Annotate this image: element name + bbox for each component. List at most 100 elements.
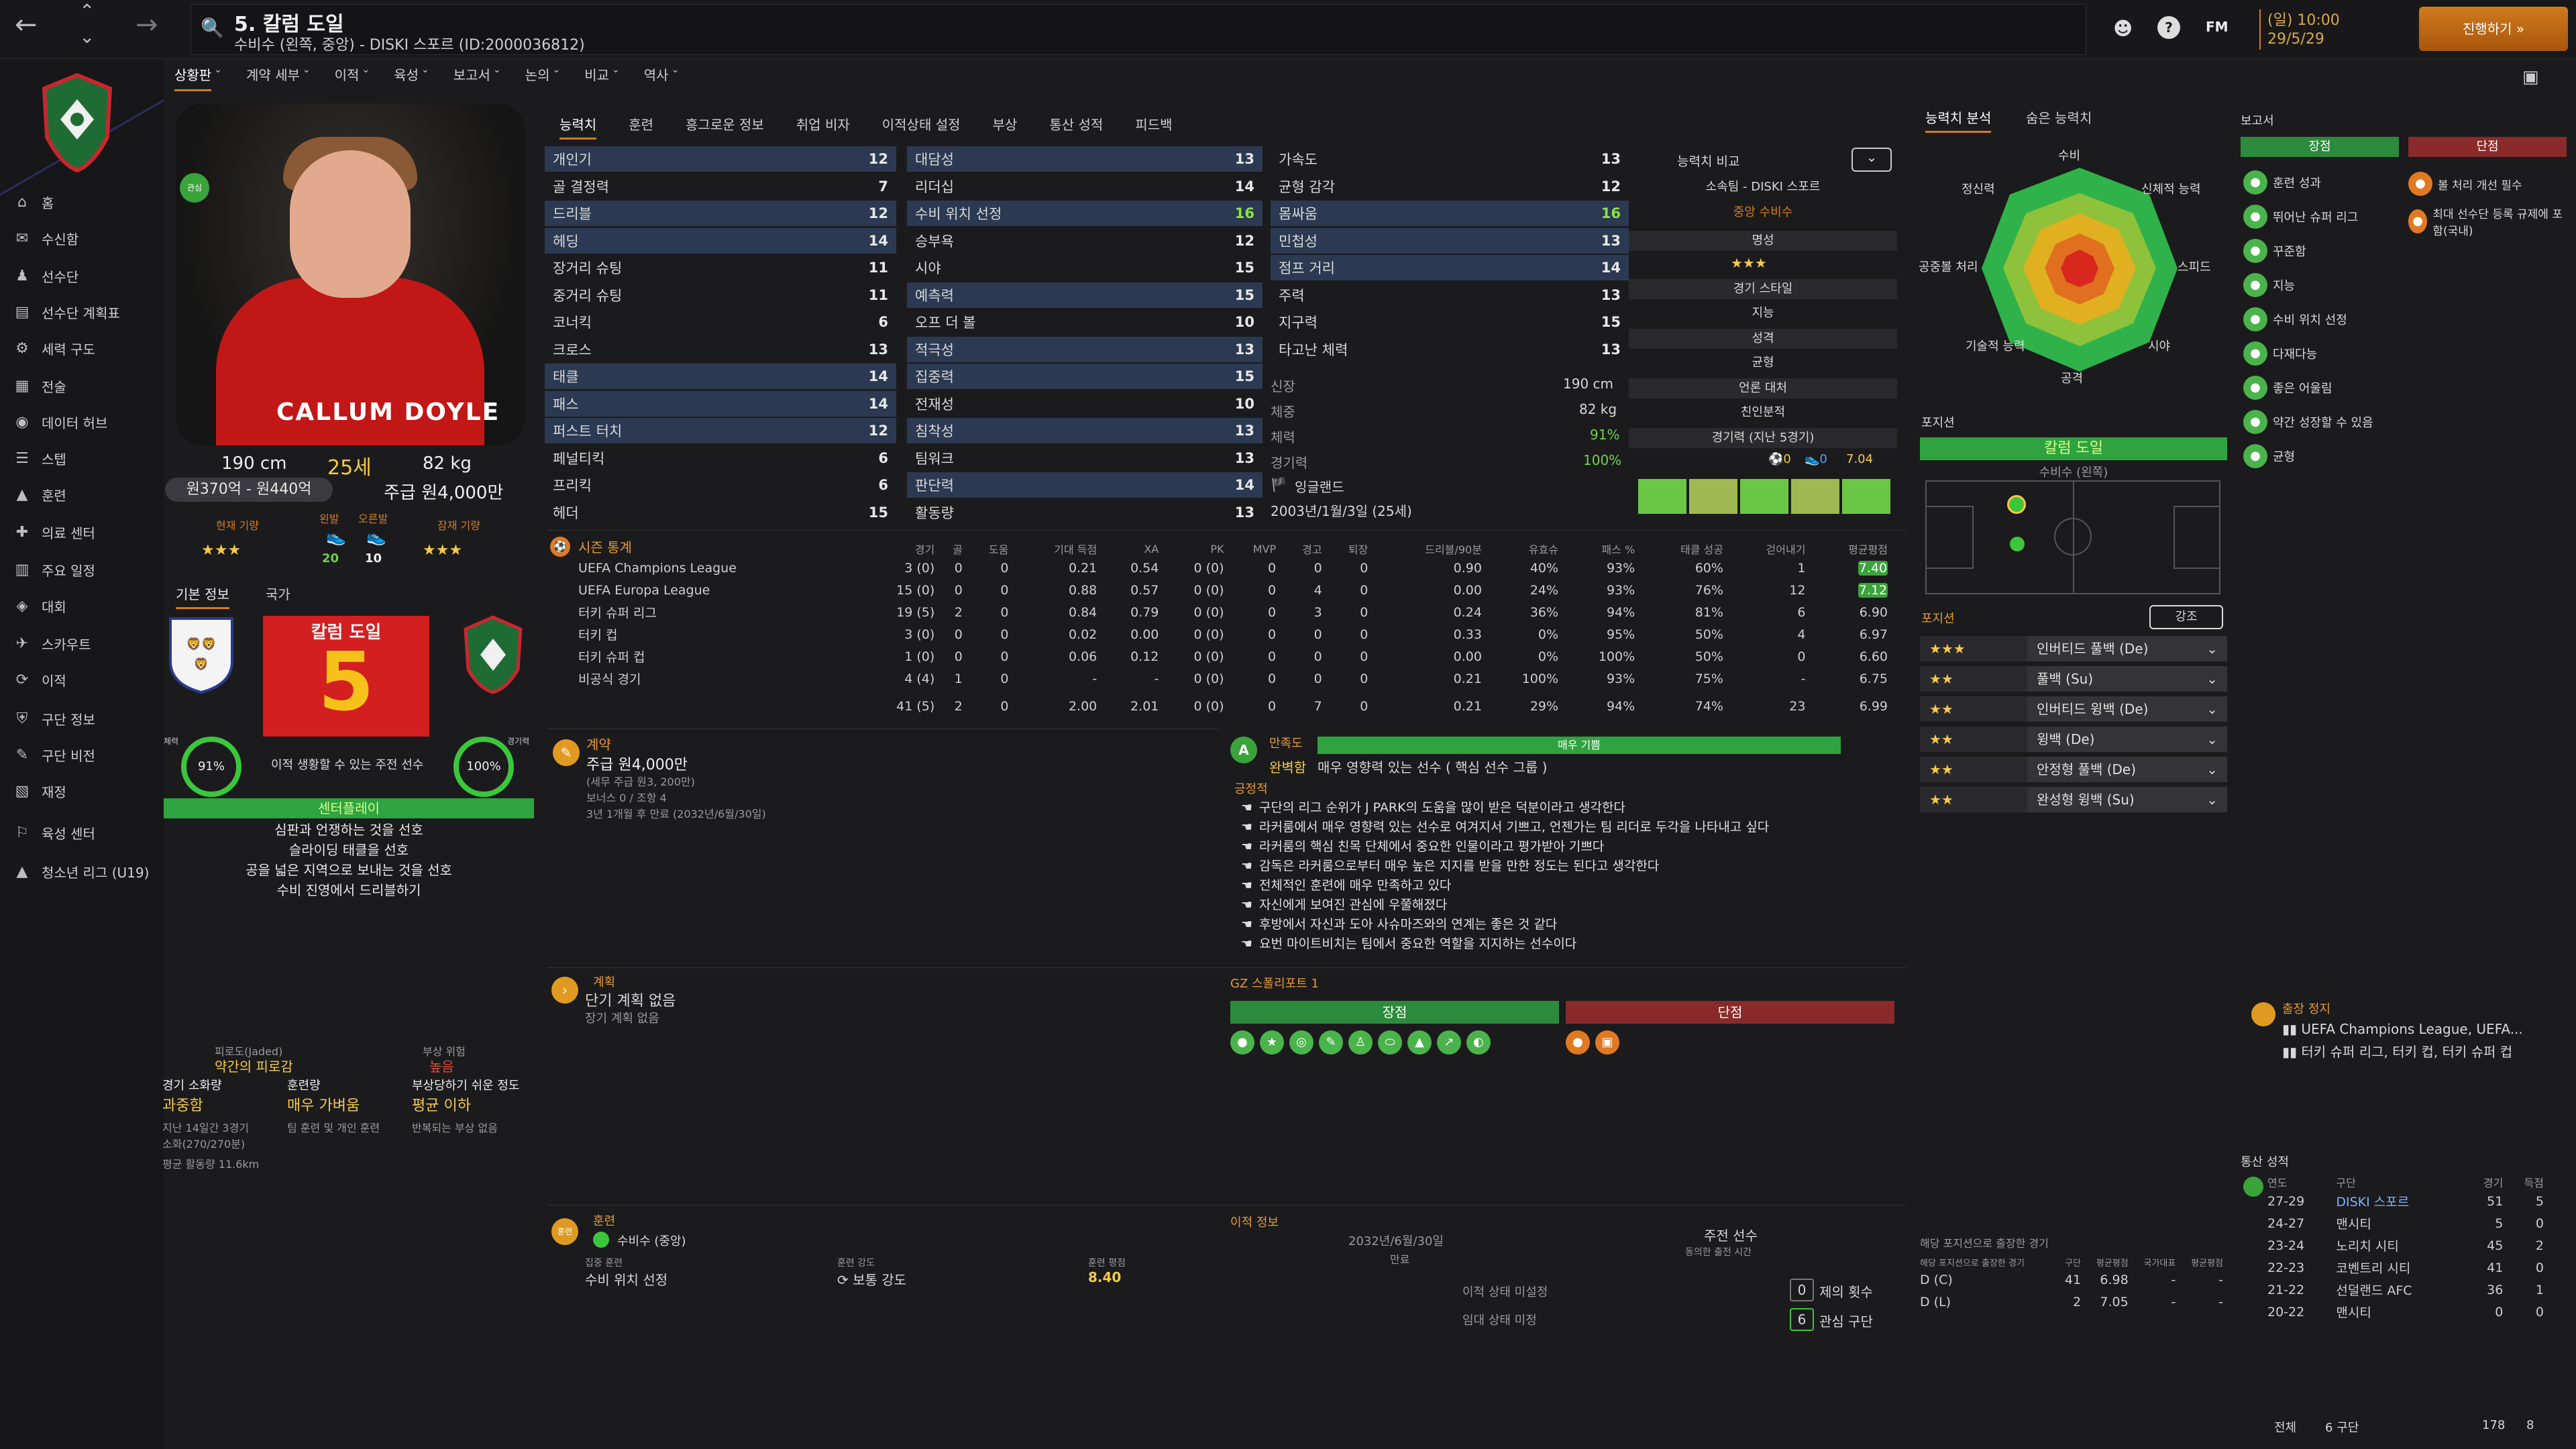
- sidebar-item[interactable]: ▥ 주요 일정: [12, 553, 160, 586]
- subnav-item[interactable]: 비교: [584, 67, 610, 83]
- subnav-item[interactable]: 논의: [525, 67, 550, 83]
- sidebar-item[interactable]: ✉ 수신함: [12, 221, 160, 255]
- table-row[interactable]: 터키 슈퍼 리그 19 (5) 2 0 0.84 0.79 0 (0) 0 3 0 0.24 36% 9…: [578, 601, 1893, 623]
- table-row[interactable]: 21-22 선덜랜드 AFC 36 1: [2267, 1279, 2549, 1301]
- sidebar-item[interactable]: ▦ 전술: [12, 369, 160, 402]
- table-row[interactable]: 비공식 경기 4 (4) 1 0 - - 0 (0) 0 0 0 0.21 100% 93% 75% - 6.…: [578, 667, 1893, 690]
- table-header[interactable]: MVP: [1252, 542, 1277, 555]
- table-row[interactable]: 터키 슈퍼 컵 1 (0) 0 0 0.06 0.12 0 (0) 0 0 0 0.00 0% 100%…: [578, 645, 1893, 667]
- attribute-row[interactable]: 가속도 13: [1271, 146, 1629, 172]
- sidebar-item[interactable]: ✚ 의료 센터: [12, 515, 160, 549]
- table-row[interactable]: UEFA Champions League 3 (0) 0 0 0.21 0.54 0 (0…: [578, 557, 1893, 579]
- attribute-row[interactable]: 수비 위치 선정 16: [907, 201, 1263, 226]
- table-header[interactable]: 평균평점: [1848, 543, 1888, 556]
- attribute-row[interactable]: 지구력 15: [1271, 309, 1629, 335]
- attribute-row[interactable]: 주력 13: [1271, 282, 1629, 308]
- table-row[interactable]: 27-29 DISKI 스포르 51 5: [2267, 1190, 2549, 1212]
- table-header[interactable]: 기대 득점: [1054, 543, 1097, 556]
- attribute-row[interactable]: 시야 15: [907, 255, 1263, 280]
- table-header[interactable]: 드리블/90분: [1425, 543, 1482, 556]
- subnav-item[interactable]: 역사: [643, 67, 669, 83]
- attribute-row[interactable]: 장거리 슈팅 11: [545, 255, 896, 280]
- attribute-row[interactable]: 오프 더 볼 10: [907, 309, 1263, 335]
- attribute-row[interactable]: 승부욕 12: [907, 228, 1263, 254]
- table-header[interactable]: PK: [1210, 542, 1224, 555]
- attribute-row[interactable]: 대담성 13: [907, 146, 1263, 172]
- tab-item[interactable]: 이적상태 설정: [881, 117, 961, 133]
- sidebar-item[interactable]: ✈ 스카우트: [12, 627, 160, 660]
- attribute-row[interactable]: 몸싸움 16: [1271, 201, 1629, 226]
- attribute-row[interactable]: 적극성 13: [907, 336, 1263, 362]
- sidebar-item[interactable]: ♟ 선수단: [12, 259, 160, 292]
- attribute-row[interactable]: 중거리 슈팅 11: [545, 282, 896, 308]
- satisfaction-title[interactable]: 만족도: [1269, 737, 1303, 751]
- chevron-down-icon[interactable]: ⌄: [79, 25, 95, 48]
- attribute-row[interactable]: 타고난 체력 13: [1271, 337, 1629, 362]
- sidebar-item[interactable]: ◈ 대회: [12, 589, 160, 623]
- table-row[interactable]: 22-23 코벤트리 시티 41 0: [2267, 1256, 2549, 1279]
- training-title[interactable]: 훈련: [593, 1214, 616, 1228]
- tab-item[interactable]: 능력치: [559, 114, 597, 140]
- attribute-row[interactable]: 헤딩 14: [545, 227, 896, 254]
- table-row[interactable]: 20-22 맨시티 0 0: [2267, 1301, 2549, 1323]
- scout-title[interactable]: GZ 스폴리포트 1: [1230, 977, 1319, 991]
- subnav-item[interactable]: 보고서: [453, 67, 490, 83]
- tab-item[interactable]: 훈련: [629, 117, 654, 133]
- tab-item[interactable]: 통산 성적: [1049, 117, 1104, 133]
- sidebar-item[interactable]: ▤ 선수단 계획표: [12, 295, 160, 329]
- table-header[interactable]: 경고: [1302, 543, 1322, 556]
- attribute-row[interactable]: 페널티킥 6: [545, 445, 896, 471]
- role-row[interactable]: ★★★ 인버티드 풀백 (De) ⌄: [1920, 636, 2227, 661]
- player-value[interactable]: 원370억 - 원440억: [165, 478, 333, 502]
- role-row[interactable]: ★★ 완성형 윙백 (Su) ⌄: [1920, 787, 2227, 812]
- role-row[interactable]: ★★ 윙백 (De) ⌄: [1920, 727, 2227, 752]
- attribute-row[interactable]: 판단력 14: [907, 472, 1263, 498]
- layout-icon[interactable]: ▣: [2522, 67, 2539, 87]
- attribute-row[interactable]: 코너킥 6: [545, 309, 896, 335]
- attribute-row[interactable]: 전재성 10: [907, 391, 1263, 417]
- continue-button[interactable]: 진행하기 »: [2419, 7, 2568, 51]
- subnav-item[interactable]: 이적: [334, 67, 360, 83]
- subnav-item[interactable]: 계약 세부: [246, 67, 300, 83]
- attribute-row[interactable]: 집중력 15: [907, 364, 1263, 389]
- sidebar-item[interactable]: ✎ 구단 비전: [12, 738, 160, 771]
- help-icon[interactable]: ?: [2157, 16, 2180, 39]
- table-header[interactable]: 유효슈: [1528, 543, 1559, 556]
- table-row[interactable]: 24-27 맨시티 5 0: [2267, 1212, 2549, 1234]
- sidebar-item[interactable]: ⟳ 이적: [12, 663, 160, 696]
- sidebar-item[interactable]: ⛨ 구단 정보: [12, 702, 160, 735]
- transfer-title[interactable]: 이적 정보: [1230, 1216, 1279, 1230]
- interest-count[interactable]: 6: [1790, 1308, 1814, 1331]
- sidebar-item[interactable]: ⚐ 육성 센터: [12, 816, 160, 849]
- tab-item[interactable]: 부상: [992, 117, 1018, 133]
- role-row[interactable]: ★★ 인버티드 윙백 (De) ⌄: [1920, 696, 2227, 722]
- tab-radar[interactable]: 능력치 분석: [1925, 107, 1992, 133]
- compare-dropdown[interactable]: ⌄: [1851, 148, 1892, 172]
- table-header[interactable]: 태클 성공: [1680, 543, 1723, 556]
- plan-title[interactable]: 계획: [593, 975, 616, 989]
- season-title[interactable]: 시즌 통계: [578, 539, 632, 555]
- attribute-row[interactable]: 예측력 15: [907, 282, 1263, 308]
- attribute-row[interactable]: 크로스 13: [545, 337, 896, 362]
- tab-item[interactable]: 취업 비자: [796, 117, 850, 133]
- back-arrow-icon[interactable]: ←: [15, 9, 38, 40]
- sidebar-item[interactable]: ☰ 스텝: [12, 441, 160, 475]
- subnav-item[interactable]: 육성: [394, 67, 419, 83]
- search-box[interactable]: 🔍 5. 칼럼 도일 수비수 (왼쪽, 중앙) - DISKI 스포르 (ID:…: [191, 4, 2086, 55]
- tab-basic-info[interactable]: 기본 정보: [176, 584, 229, 609]
- attribute-row[interactable]: 헤더 15: [545, 500, 896, 525]
- attribute-row[interactable]: 패스 14: [545, 390, 896, 417]
- role-row[interactable]: ★★ 안정형 풀백 (De) ⌄: [1920, 757, 2227, 782]
- table-header[interactable]: 패스 %: [1601, 543, 1635, 556]
- attribute-row[interactable]: 퍼스트 터치 12: [545, 418, 896, 443]
- attribute-row[interactable]: 골 결정력 7: [545, 174, 896, 199]
- tab-hidden[interactable]: 숨은 능력치: [2026, 110, 2092, 126]
- subnav-item[interactable]: 상황판: [174, 64, 212, 91]
- emphasis-dropdown[interactable]: 강조: [2149, 605, 2223, 629]
- sidebar-item[interactable]: ⌂ 홈: [12, 185, 160, 219]
- sidebar-item[interactable]: ▲ 훈련: [12, 478, 160, 511]
- table-row[interactable]: 터키 컵 3 (0) 0 0 0.02 0.00 0 (0) 0 0 0 0.33 0% 95% 50% 4…: [578, 623, 1893, 645]
- attribute-row[interactable]: 점프 거리 14: [1271, 255, 1629, 280]
- tab-item[interactable]: 흥그로운 정보: [686, 117, 764, 133]
- attribute-row[interactable]: 리더십 14: [907, 174, 1263, 199]
